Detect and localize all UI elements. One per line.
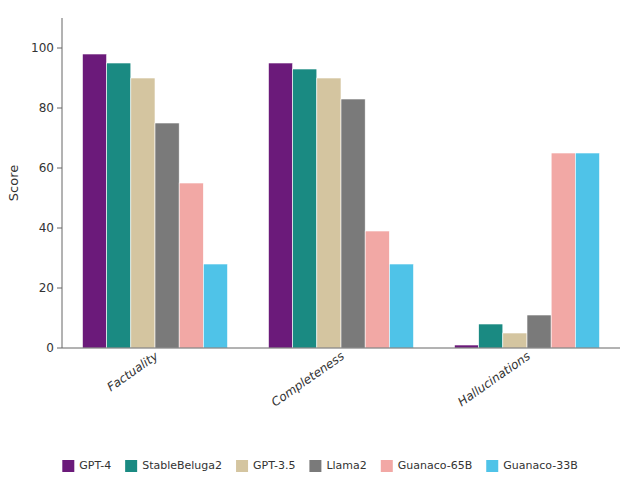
- x-tick-label: Hallucinations: [455, 349, 532, 409]
- x-tick-label: Factuality: [104, 348, 161, 394]
- y-tick-label: 80: [39, 101, 54, 115]
- bar: Guanaco-33B – Completeness: 28: [389, 264, 413, 348]
- y-tick: [57, 48, 62, 49]
- y-tick-label: 100: [31, 41, 54, 55]
- x-axis-line: [62, 348, 620, 349]
- legend-item: GPT-3.5: [236, 459, 295, 472]
- legend-label: GPT-3.5: [253, 459, 295, 472]
- chart-container: GPT-4 – Factuality: 98 GPT-4 – Completene…: [0, 0, 640, 488]
- legend-swatch: [486, 460, 498, 472]
- bar: StableBeluga2 – Completeness: 93: [293, 69, 317, 348]
- bar: GPT-3.5 – Factuality: 90: [131, 78, 155, 348]
- legend-swatch: [309, 460, 321, 472]
- y-axis-line: [62, 18, 63, 348]
- bar: Llama2 – Factuality: 75: [155, 123, 179, 348]
- legend-item: Guanaco-65B: [381, 459, 472, 472]
- bar: GPT-3.5 – Hallucinations: 5: [503, 333, 527, 348]
- y-tick: [57, 288, 62, 289]
- bar: Guanaco-65B – Hallucinations: 65: [551, 153, 575, 348]
- y-axis-label: Score: [6, 165, 21, 201]
- y-tick: [57, 108, 62, 109]
- bar: Guanaco-65B – Factuality: 55: [179, 183, 203, 348]
- legend-item: StableBeluga2: [125, 459, 222, 472]
- y-tick-label: 60: [39, 161, 54, 175]
- bar: Llama2 – Hallucinations: 11: [527, 315, 551, 348]
- legend-label: StableBeluga2: [142, 459, 222, 472]
- chart-svg: GPT-4 – Factuality: 98 GPT-4 – Completene…: [0, 0, 640, 488]
- legend-label: Guanaco-65B: [398, 459, 472, 472]
- legend-swatch: [236, 460, 248, 472]
- bar: GPT-4 – Factuality: 98: [82, 54, 106, 348]
- legend-label: GPT-4: [79, 459, 111, 472]
- bars: GPT-4 – Factuality: 98 GPT-4 – Completene…: [82, 54, 599, 348]
- legend-item: GPT-4: [62, 459, 111, 472]
- x-tick-label: Completeness: [269, 349, 347, 409]
- bar: Llama2 – Completeness: 83: [341, 99, 365, 348]
- y-tick-label: 40: [39, 221, 54, 235]
- y-tick: [57, 168, 62, 169]
- bar: Guanaco-65B – Completeness: 39: [365, 231, 389, 348]
- bar: GPT-3.5 – Completeness: 90: [317, 78, 341, 348]
- legend-swatch: [125, 460, 137, 472]
- y-tick-label: 20: [39, 281, 54, 295]
- y-tick-label: 0: [46, 341, 54, 355]
- legend: GPT-4 StableBeluga2 GPT-3.5 Llama2 Guanaco-6…: [62, 459, 577, 472]
- bar: StableBeluga2 – Factuality: 95: [107, 63, 131, 348]
- legend-item: Guanaco-33B: [486, 459, 577, 472]
- bar: Guanaco-33B – Hallucinations: 65: [575, 153, 599, 348]
- legend-swatch: [62, 460, 74, 472]
- legend-label: Guanaco-33B: [503, 459, 577, 472]
- legend-swatch: [381, 460, 393, 472]
- y-tick: [57, 348, 62, 349]
- bar: GPT-4 – Completeness: 95: [268, 63, 292, 348]
- legend-item: Llama2: [309, 459, 366, 472]
- bar: Guanaco-33B – Factuality: 28: [203, 264, 227, 348]
- y-tick: [57, 228, 62, 229]
- legend-label: Llama2: [326, 459, 366, 472]
- bar: StableBeluga2 – Hallucinations: 8: [479, 324, 503, 348]
